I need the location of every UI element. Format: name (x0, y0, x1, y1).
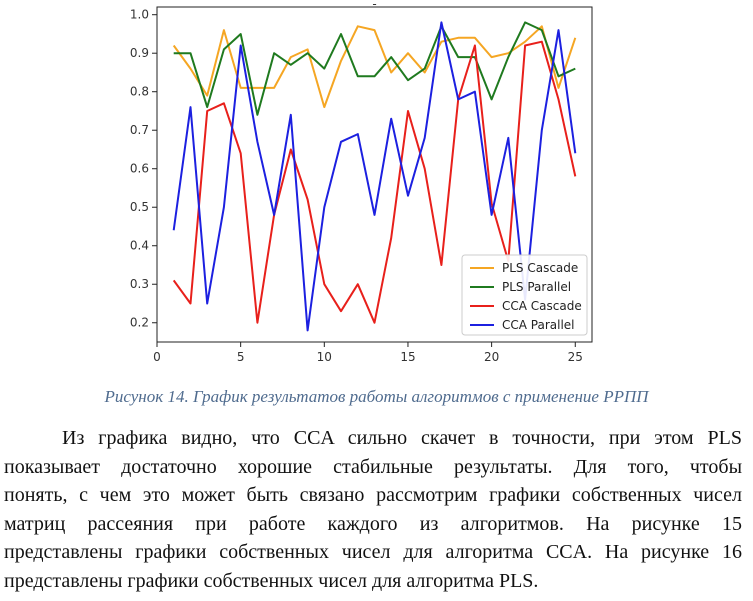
y-tick-label: 0.5 (130, 200, 149, 214)
y-tick-label: 0.9 (130, 46, 149, 60)
figure-chart: - 0 5 10 15 20 25 0.2 0.3 0.4 0.5 0.6 0.7 0.8 0.9 1.0 PL… (130, 0, 593, 364)
x-tick-label: 0 (153, 350, 161, 364)
paragraph-line: показывает достаточно хорошие стабильные… (4, 455, 742, 478)
y-tick-label: 0.7 (130, 123, 149, 137)
x-tick-label: 5 (237, 350, 245, 364)
x-tick-label: 20 (484, 350, 499, 364)
legend-label: CCA Parallel (502, 318, 575, 332)
figure-caption: Рисунок 14. График результатов работы ал… (104, 387, 649, 406)
paragraph-line: понять, с чем это может быть связано рас… (4, 484, 742, 506)
y-tick-label: 0.2 (130, 316, 149, 330)
legend-box (461, 254, 588, 336)
chart-title: - (372, 0, 376, 11)
series-line-1 (173, 21, 576, 116)
body-paragraph: Из графика видно, что CCA сильно скачет … (4, 424, 742, 595)
legend-label: PLS Parallel (502, 280, 571, 294)
y-tick-label: 0.3 (130, 277, 149, 291)
x-tick-label: 15 (400, 350, 415, 364)
series-line-3 (172, 21, 577, 332)
y-tick-label: 1.0 (130, 8, 149, 22)
paragraph-line: Из графика видно, что CCA сильно скачет … (62, 427, 742, 449)
paragraph-line: матриц рассеяния при работе каждого из а… (4, 512, 742, 535)
y-tick-label: 0.4 (130, 239, 149, 253)
paragraph-line: представлены графики собственных чисел д… (4, 541, 742, 563)
series-line-0 (172, 25, 577, 109)
legend-label: PLS Cascade (502, 261, 578, 275)
chart-svg: - 0 5 10 15 20 25 0.2 0.3 0.4 0.5 0.6 0.7 0.8 0.9 1.0 PL… (130, 0, 593, 364)
legend-label: CCA Cascade (502, 299, 582, 313)
paragraph-line: представлены графики собственных чисел д… (4, 569, 539, 592)
y-tick-label: 0.8 (130, 85, 149, 99)
x-tick-label: 10 (317, 350, 332, 364)
x-tick-label: 25 (568, 350, 583, 364)
y-tick-label: 0.6 (130, 162, 149, 176)
plot-frame (156, 6, 593, 343)
